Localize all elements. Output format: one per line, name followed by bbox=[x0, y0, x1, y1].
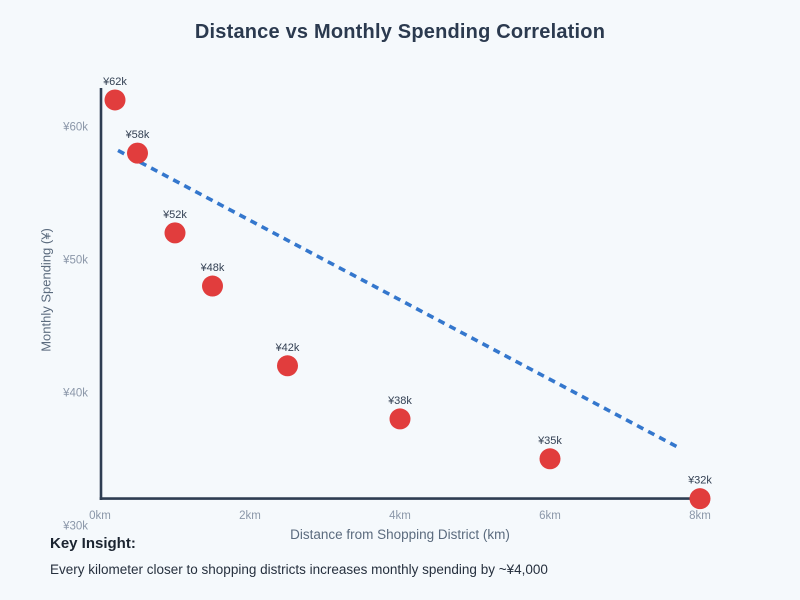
data-point bbox=[127, 142, 148, 164]
data-point-label: ¥62k bbox=[102, 76, 127, 88]
y-axis-title: Monthly Spending (¥) bbox=[38, 228, 54, 352]
data-point-label: ¥58k bbox=[125, 129, 150, 141]
y-tick-label: ¥30k bbox=[62, 520, 88, 532]
x-tick-label: 0km bbox=[89, 510, 111, 522]
key-insight-text: Every kilometer closer to shopping distr… bbox=[50, 562, 548, 577]
data-point bbox=[202, 275, 223, 297]
y-tick-label: ¥40k bbox=[62, 387, 88, 399]
x-tick-label: 2km bbox=[239, 510, 261, 522]
data-point-label: ¥35k bbox=[537, 435, 562, 447]
data-point-label: ¥52k bbox=[162, 209, 187, 221]
data-point-label: ¥38k bbox=[387, 395, 412, 407]
data-point bbox=[104, 89, 126, 111]
y-tick-label: ¥50k bbox=[62, 254, 88, 266]
trend-line bbox=[117, 148, 681, 450]
data-point-label: ¥42k bbox=[275, 342, 300, 354]
data-point bbox=[689, 488, 711, 510]
data-point bbox=[389, 408, 411, 430]
x-tick-label: 6km bbox=[539, 510, 561, 522]
data-point-label: ¥48k bbox=[200, 262, 225, 274]
data-point-label: ¥32k bbox=[687, 475, 712, 487]
data-point bbox=[164, 222, 186, 244]
data-point bbox=[539, 448, 561, 470]
y-tick-label: ¥60k bbox=[62, 122, 88, 134]
x-tick-label: 4km bbox=[389, 510, 411, 522]
key-insight-heading: Key Insight: bbox=[50, 535, 136, 552]
data-point bbox=[277, 355, 298, 377]
x-axis-title: Distance from Shopping District (km) bbox=[290, 527, 510, 542]
chart-title: Distance vs Monthly Spending Correlation bbox=[194, 21, 606, 43]
x-tick-label: 8km bbox=[689, 510, 711, 522]
